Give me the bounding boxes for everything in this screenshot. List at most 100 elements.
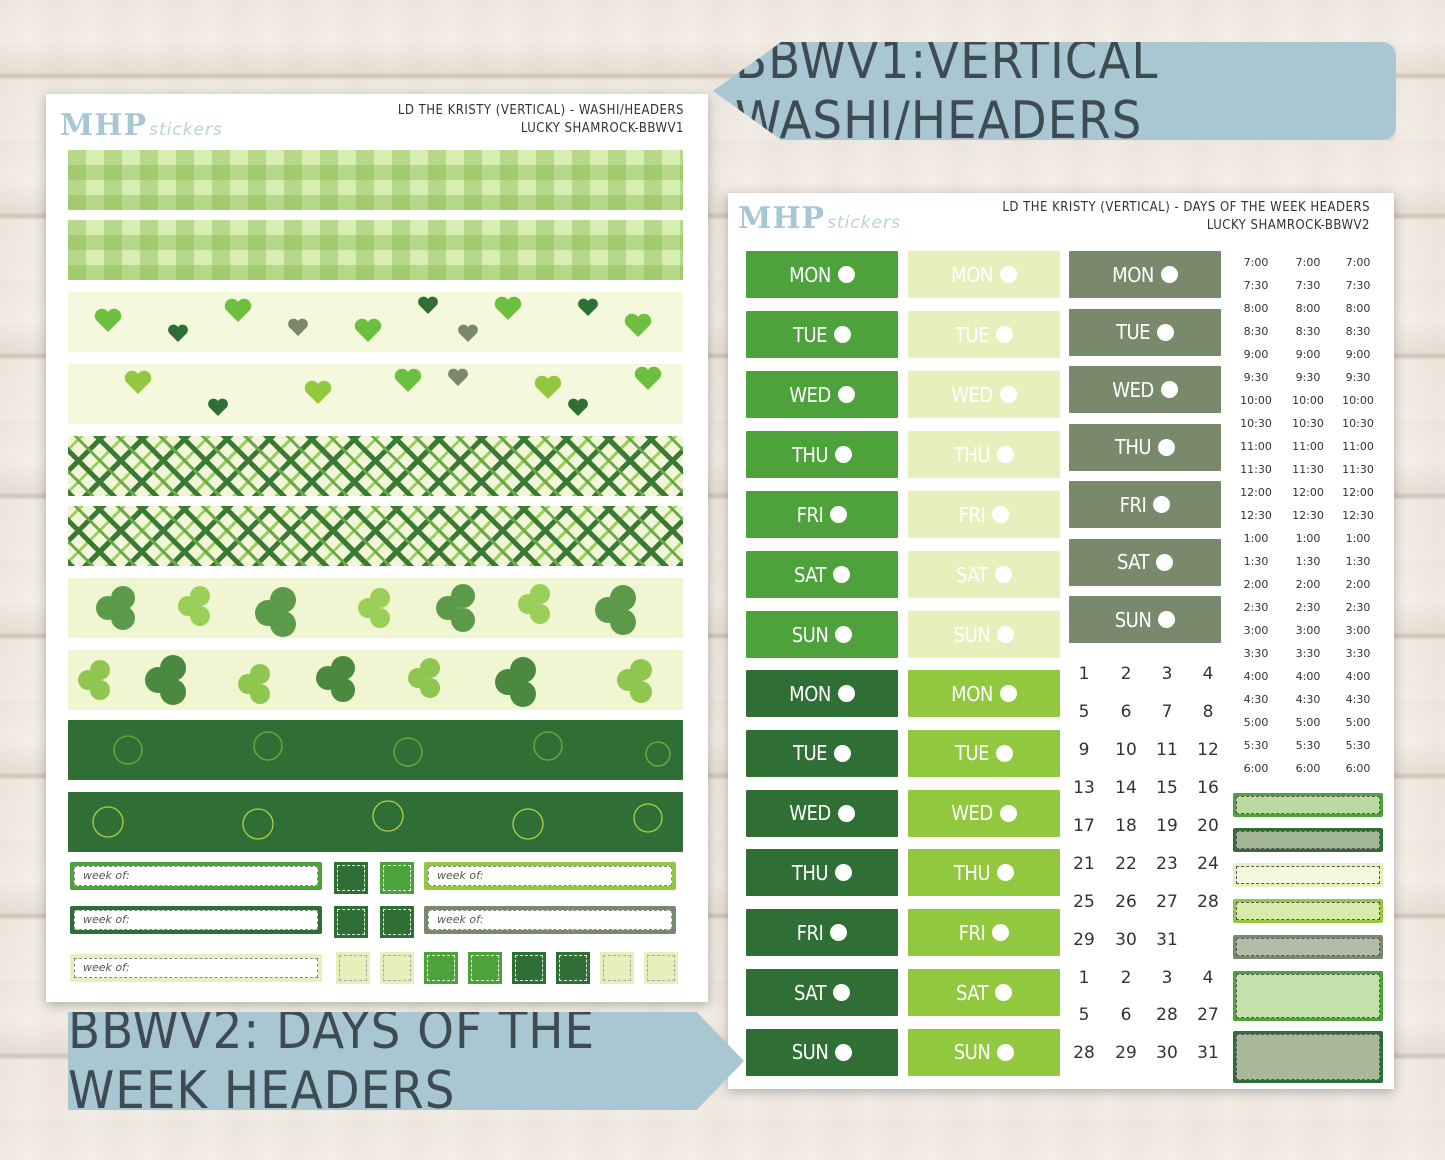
time-label: 9:00 [1243,348,1269,361]
day-header-fri: FRI [908,491,1060,538]
time-label: 5:00 [1345,716,1371,729]
time-label: 2:30 [1243,601,1269,614]
time-label: 3:30 [1243,647,1269,660]
time-label: 3:30 [1345,647,1371,660]
day-label: SAT [955,562,989,587]
day-header-sun: SUN [1069,596,1221,643]
day-label: WED [789,801,831,826]
date-number: 15 [1156,778,1178,798]
day-label: WED [789,382,831,407]
flag-sticker [380,952,414,984]
date-number: 30 [1156,1043,1178,1063]
date-number: 5 [1078,702,1090,722]
date-number: 5 [1078,1005,1090,1025]
day-header-tue: TUE [746,311,898,358]
circle-dot-icon [837,804,855,822]
day-header-tue: TUE [746,729,898,777]
flag-sticker [336,952,370,984]
week-of-label: week of: [424,906,676,934]
time-label: 12:30 [1342,509,1374,522]
time-label: 8:00 [1243,302,1269,315]
time-label: 9:30 [1243,371,1269,384]
flag-sticker [334,862,368,894]
day-header-mon: MON [746,670,898,717]
circle-dot-icon [999,386,1017,403]
date-number: 24 [1197,854,1219,874]
circle-dot-icon [995,566,1013,583]
time-label: 8:30 [1295,325,1321,338]
time-label: 11:00 [1342,440,1374,453]
day-label: SAT [955,980,989,1005]
circle-dot-icon [1158,438,1176,456]
week-of-label: week of: [70,862,322,890]
day-header-sat: SAT [908,551,1060,598]
time-label: 12:30 [1292,509,1324,522]
circle-dot-icon [834,326,852,343]
washi-strip-plaid [68,506,683,566]
outline-clover-pattern [113,731,671,767]
day-label: SAT [1116,550,1150,574]
date-number: 16 [1197,778,1219,798]
day-label: FRI [958,920,986,945]
date-number: 4 [1202,664,1214,684]
day-label: TUE [954,741,990,766]
time-label: 9:00 [1345,348,1371,361]
product-banner-top: BBWV1:VERTICAL WASHI/HEADERS [713,42,1396,140]
label-box [1233,971,1383,1021]
circle-dot-icon [1153,496,1171,513]
date-number: 20 [1197,816,1219,836]
time-label: 6:00 [1243,762,1269,775]
circle-dot-icon [997,626,1015,643]
day-label: THU [1114,435,1152,459]
washi-strip-dark-clover [68,792,683,852]
week-of-label: week of: [70,906,322,934]
date-number: 6 [1120,702,1132,722]
time-label: 3:00 [1295,624,1321,637]
date-number: 13 [1073,778,1095,798]
washi-strip-hearts [68,292,683,352]
time-label: 10:00 [1240,394,1272,407]
day-label: SUN [791,622,829,647]
week-of-label: week of: [424,862,676,890]
day-header-thu: THU [746,849,898,897]
day-header-tue: TUE [1069,308,1221,356]
time-label: 10:30 [1292,417,1324,430]
washi-strip-clovers [68,650,683,710]
day-label: FRI [958,502,986,527]
day-label: FRI [796,920,824,945]
day-label: SUN [791,1040,829,1065]
time-label: 8:00 [1345,302,1371,315]
time-label: 11:30 [1342,463,1374,476]
circle-dot-icon [835,446,853,463]
day-label: MON [951,262,993,287]
time-label: 7:30 [1345,279,1371,292]
flag-sticker [380,862,414,894]
date-number: 3 [1161,664,1173,684]
day-header-fri: FRI [746,491,898,538]
date-number: 2 [1120,968,1132,988]
flag-sticker [468,952,502,984]
day-label: MON [951,681,993,706]
date-number: 27 [1156,892,1178,912]
flag-sticker [644,952,678,984]
circle-dot-icon [996,326,1014,343]
date-number: 9 [1078,740,1090,760]
circle-dot-icon [992,924,1010,942]
time-label: 2:00 [1345,578,1371,591]
date-number: 12 [1197,740,1219,760]
flag-sticker [600,952,634,984]
day-header-wed: WED [746,789,898,837]
time-label: 9:00 [1295,348,1321,361]
day-header-sun: SUN [746,611,898,658]
date-number: 3 [1161,968,1173,988]
day-header-sun: SUN [746,1028,898,1076]
day-label: SUN [953,1040,991,1065]
date-number: 28 [1197,892,1219,912]
time-label: 11:30 [1292,463,1324,476]
time-label: 7:00 [1295,256,1321,269]
brand-logo: MHP stickers [738,201,901,236]
day-label: MON [789,681,831,706]
day-label: THU [791,860,829,885]
circle-dot-icon [997,446,1015,463]
circle-dot-icon [833,566,851,583]
